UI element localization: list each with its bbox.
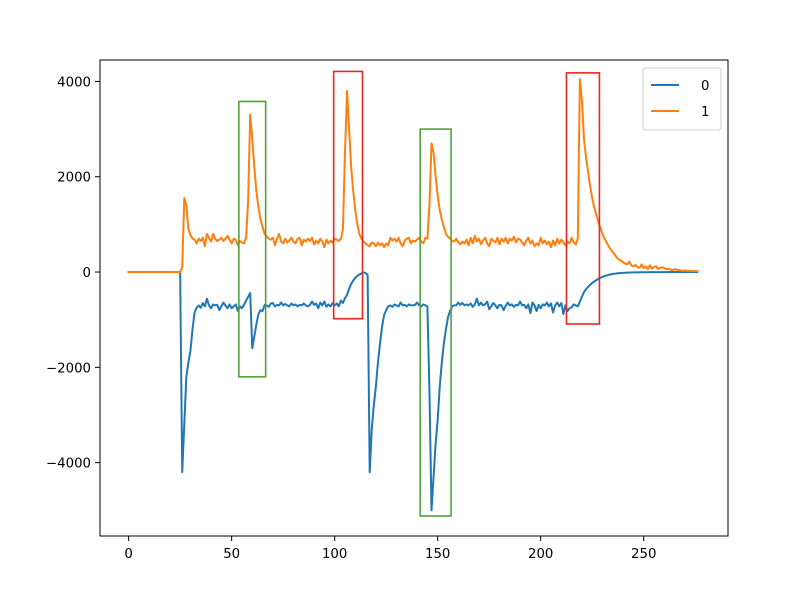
x-tick-label: 250	[631, 547, 656, 562]
x-tick-label: 0	[124, 547, 132, 562]
x-tick-label: 150	[425, 547, 450, 562]
axes-layer: 0 50 100 150 200 250 −4000 −2000 0 2000 4000	[46, 59, 729, 562]
legend-box	[642, 67, 722, 131]
annotation-layer	[238, 70, 601, 517]
annotation-box-1	[238, 100, 267, 378]
y-tick-label: −2000	[46, 361, 91, 376]
plot-frame	[99, 59, 729, 537]
series-line-1	[127, 78, 699, 274]
annotation-box-4	[565, 72, 601, 325]
annotation-box-2	[332, 70, 364, 320]
series-layer	[127, 78, 699, 512]
x-tick-label: 50	[223, 547, 240, 562]
y-tick-label: 2000	[57, 171, 91, 186]
legend: 01	[642, 67, 722, 131]
x-tick-label: 100	[322, 547, 347, 562]
annotation-box-3	[419, 128, 452, 517]
legend-label-0: 0	[701, 79, 709, 94]
x-tick-label: 200	[528, 547, 553, 562]
y-tick-label: 4000	[57, 75, 91, 90]
y-tick-label: −4000	[46, 457, 91, 472]
series-line-0	[127, 271, 699, 512]
legend-label-1: 1	[701, 105, 709, 120]
y-tick-label: 0	[83, 266, 91, 281]
